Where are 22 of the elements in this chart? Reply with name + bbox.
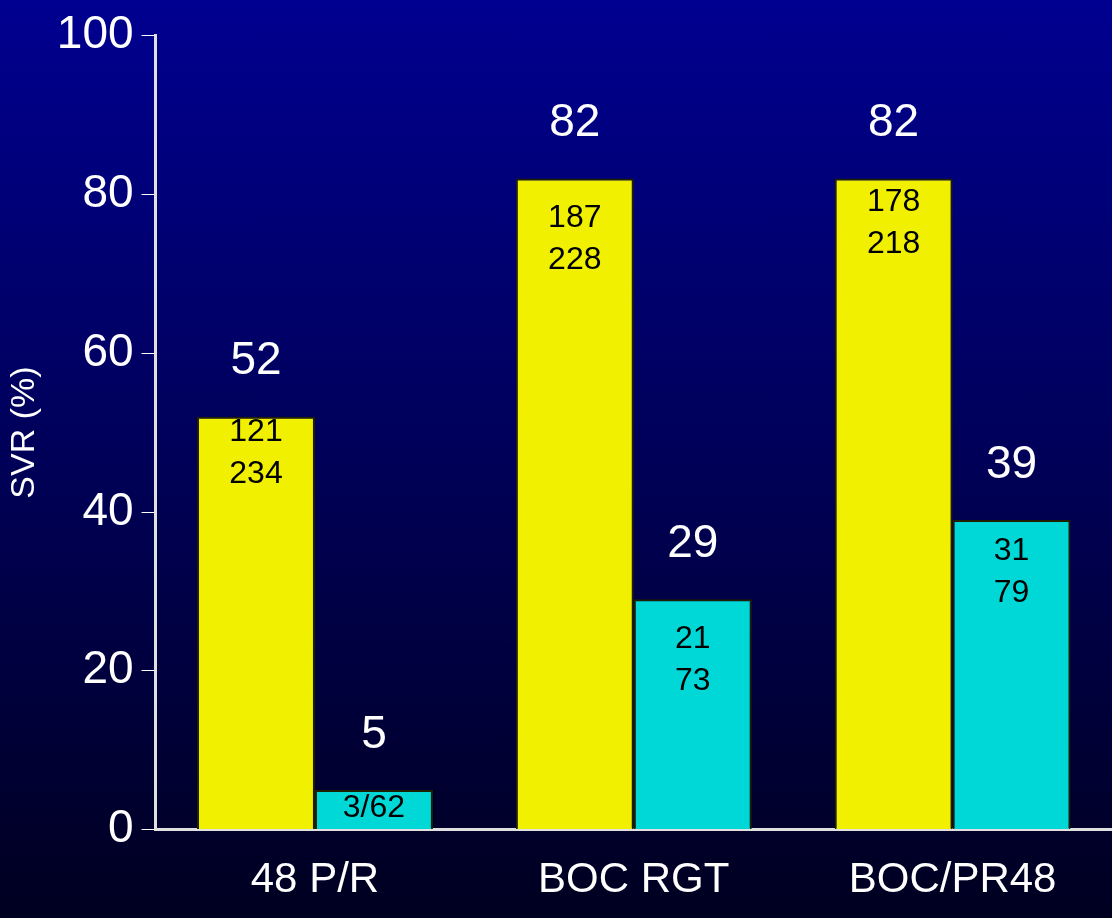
annotation: 3/62 bbox=[342, 787, 406, 824]
annotation: 187 228 bbox=[548, 197, 602, 276]
y-tick-label: 60 bbox=[82, 323, 134, 376]
data-label: 5 bbox=[361, 705, 387, 758]
annotation: 178 218 bbox=[866, 181, 921, 260]
y-tick-label: 40 bbox=[82, 482, 134, 535]
y-axis-title: SVR (%) bbox=[2, 366, 41, 499]
x-tick-label: BOC RGT bbox=[538, 854, 730, 902]
data-label: 39 bbox=[985, 435, 1038, 488]
annotation: 31 79 bbox=[993, 531, 1030, 610]
x-tick-label: 48 P/R bbox=[250, 854, 380, 902]
y-tick-label: 0 bbox=[107, 800, 134, 853]
data-label: 82 bbox=[549, 94, 601, 147]
y-tick-label: 20 bbox=[82, 641, 134, 694]
data-label: 52 bbox=[230, 332, 282, 385]
y-tick-label: 100 bbox=[56, 6, 134, 59]
x-tick-label: BOC/PR48 bbox=[848, 854, 1057, 902]
data-label: 29 bbox=[667, 515, 719, 568]
data-label: 82 bbox=[868, 94, 920, 147]
annotation: 21 73 bbox=[674, 618, 711, 697]
annotation: 121 234 bbox=[229, 412, 283, 491]
y-tick-label: 80 bbox=[82, 165, 134, 218]
